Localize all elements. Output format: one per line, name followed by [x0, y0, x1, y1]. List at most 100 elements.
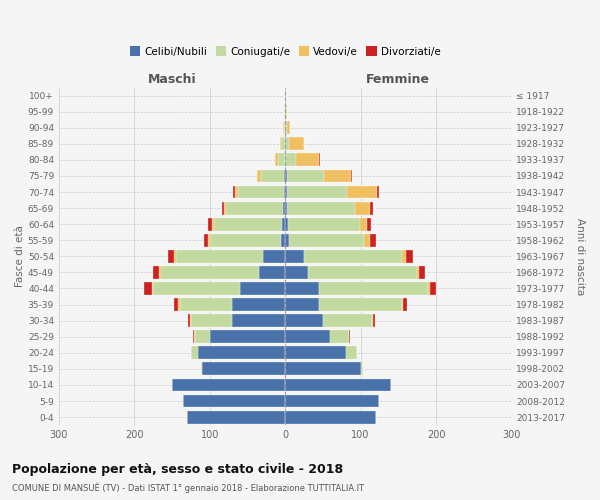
Legend: Celibi/Nubili, Coniugati/e, Vedovi/e, Divorziati/e: Celibi/Nubili, Coniugati/e, Vedovi/e, Di…	[125, 42, 445, 60]
Bar	[168, 250, 174, 263]
Bar	[331, 330, 349, 343]
Bar	[288, 218, 360, 230]
Bar	[161, 266, 259, 279]
Bar	[263, 250, 285, 263]
Bar	[176, 250, 263, 263]
Bar	[200, 362, 202, 376]
Bar	[351, 170, 352, 182]
Bar	[284, 122, 285, 134]
Bar	[289, 234, 364, 246]
Bar	[308, 266, 417, 279]
Bar	[232, 314, 285, 327]
Bar	[402, 298, 403, 311]
Bar	[281, 234, 285, 246]
Bar	[430, 282, 436, 295]
Bar	[214, 218, 282, 230]
Bar	[283, 122, 284, 134]
Bar	[238, 186, 284, 198]
Bar	[199, 346, 285, 359]
Bar	[285, 410, 376, 424]
Bar	[346, 346, 357, 359]
Bar	[208, 234, 210, 246]
Bar	[284, 105, 285, 118]
Text: COMUNE DI MANSUÈ (TV) - Dati ISTAT 1° gennaio 2018 - Elaborazione TUTTITALIA.IT: COMUNE DI MANSUÈ (TV) - Dati ISTAT 1° ge…	[12, 482, 364, 493]
Bar	[285, 105, 286, 118]
Bar	[284, 186, 285, 198]
Y-axis label: Fasce di età: Fasce di età	[15, 226, 25, 288]
Bar	[191, 346, 199, 359]
Bar	[355, 202, 370, 214]
Bar	[261, 170, 284, 182]
Text: Femmine: Femmine	[367, 73, 430, 86]
Bar	[191, 314, 232, 327]
Bar	[202, 362, 285, 376]
Bar	[285, 282, 319, 295]
Bar	[285, 250, 304, 263]
Bar	[232, 298, 285, 311]
Bar	[174, 250, 176, 263]
Bar	[278, 154, 285, 166]
Bar	[159, 266, 161, 279]
Bar	[275, 154, 278, 166]
Bar	[233, 186, 235, 198]
Bar	[281, 138, 285, 150]
Bar	[285, 394, 379, 407]
Bar	[428, 282, 430, 295]
Text: Popolazione per età, sesso e stato civile - 2018: Popolazione per età, sesso e stato civil…	[12, 462, 343, 475]
Bar	[179, 298, 232, 311]
Bar	[193, 330, 194, 343]
Bar	[285, 362, 361, 376]
Bar	[194, 330, 210, 343]
Bar	[172, 378, 285, 392]
Bar	[319, 282, 428, 295]
Bar	[187, 410, 285, 424]
Bar	[285, 186, 287, 198]
Bar	[361, 362, 363, 376]
Bar	[190, 314, 191, 327]
Bar	[144, 282, 152, 295]
Bar	[285, 234, 289, 246]
Bar	[287, 202, 355, 214]
Bar	[287, 170, 325, 182]
Bar	[285, 298, 319, 311]
Bar	[205, 234, 208, 246]
Y-axis label: Anni di nascita: Anni di nascita	[575, 218, 585, 295]
Bar	[286, 105, 287, 118]
Bar	[406, 250, 413, 263]
Bar	[174, 298, 178, 311]
Bar	[403, 298, 407, 311]
Text: Maschi: Maschi	[148, 73, 196, 86]
Bar	[289, 138, 304, 150]
Bar	[377, 186, 379, 198]
Bar	[282, 218, 285, 230]
Bar	[370, 234, 376, 246]
Bar	[153, 282, 240, 295]
Bar	[285, 89, 286, 102]
Bar	[370, 202, 373, 214]
Bar	[360, 218, 367, 230]
Bar	[285, 170, 287, 182]
Bar	[188, 314, 190, 327]
Bar	[224, 202, 226, 214]
Bar	[178, 298, 179, 311]
Bar	[235, 186, 238, 198]
Bar	[284, 170, 285, 182]
Bar	[287, 122, 290, 134]
Bar	[285, 266, 308, 279]
Bar	[210, 234, 281, 246]
Bar	[285, 346, 346, 359]
Bar	[304, 250, 402, 263]
Bar	[364, 234, 370, 246]
Bar	[285, 218, 288, 230]
Bar	[285, 202, 287, 214]
Bar	[319, 298, 402, 311]
Bar	[285, 330, 331, 343]
Bar	[319, 154, 320, 166]
Bar	[208, 218, 212, 230]
Bar	[259, 266, 285, 279]
Bar	[285, 314, 323, 327]
Bar	[184, 394, 285, 407]
Bar	[367, 218, 371, 230]
Bar	[152, 282, 153, 295]
Bar	[373, 314, 375, 327]
